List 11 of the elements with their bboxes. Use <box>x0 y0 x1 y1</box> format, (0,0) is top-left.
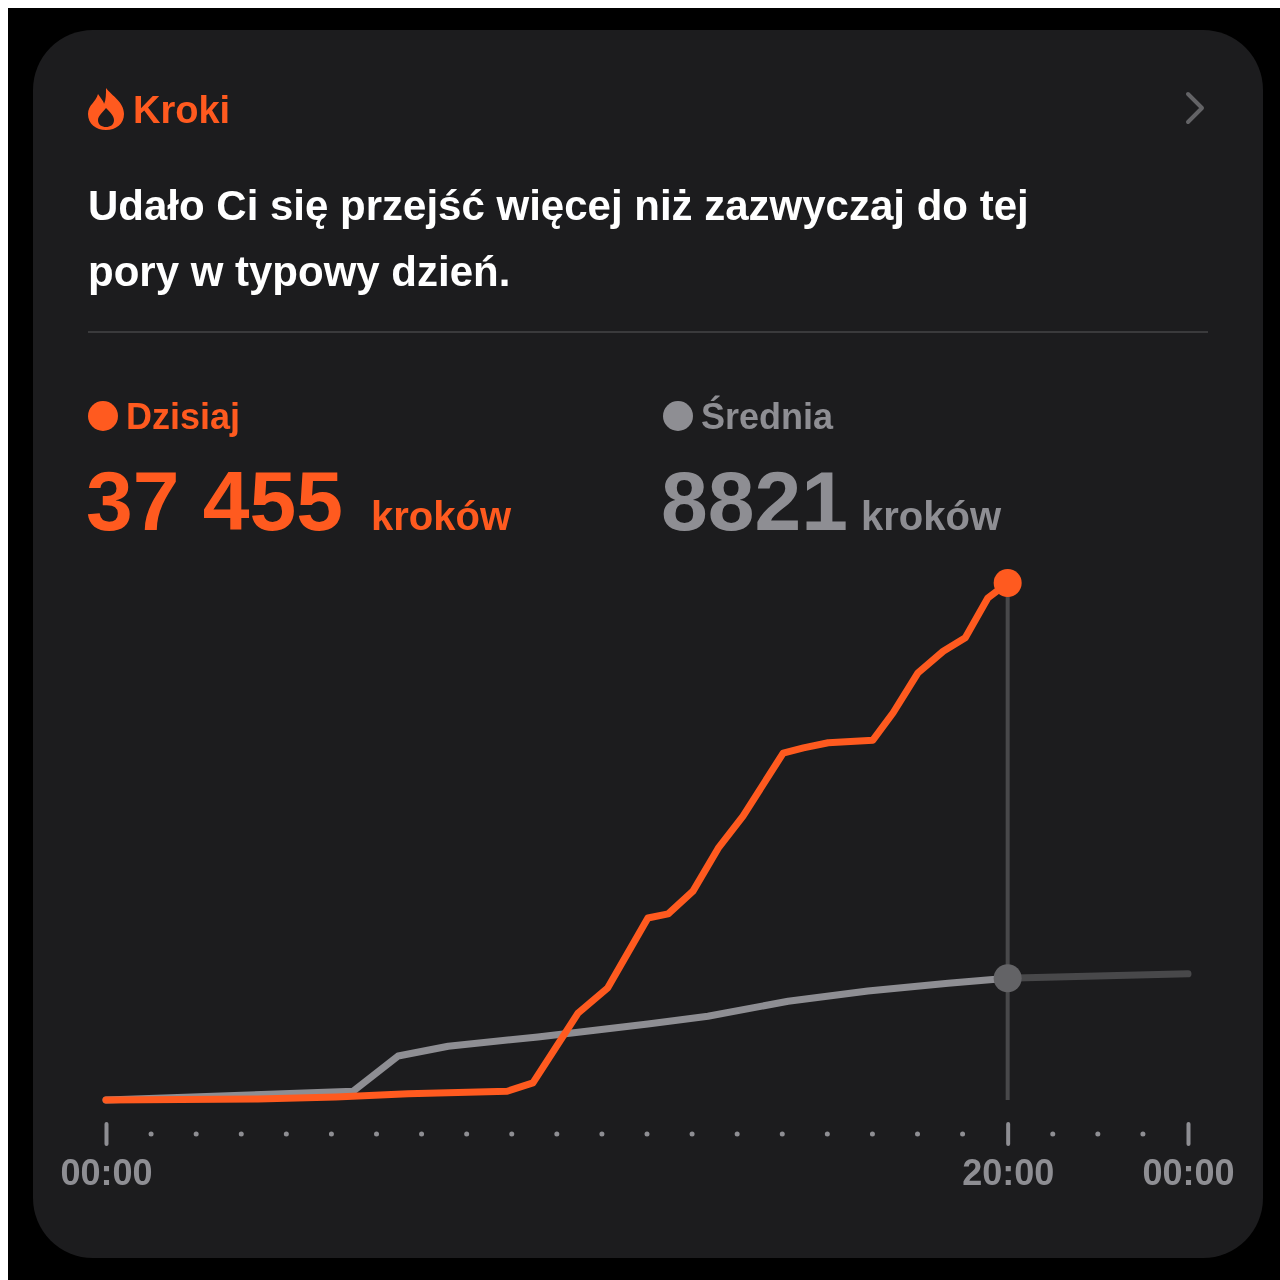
chart-subtitle: Udało Ci się przejść więcej niż zazwyczaj do tej pory w typowy dzień. <box>88 182 1029 295</box>
legend-label: Dzisiaj <box>126 396 241 437</box>
text: kroków <box>861 494 1002 538</box>
x-tick-label: 00:00 <box>60 1152 153 1193</box>
x-tick-label: 00:00 <box>1142 1152 1235 1193</box>
text: kroków <box>371 494 512 538</box>
chart-title: Kroki <box>133 89 231 131</box>
x-tick-label: 20:00 <box>962 1152 1055 1193</box>
text: 8821 <box>661 454 848 548</box>
legend-label: Średnia <box>701 395 835 437</box>
text: 37 455 <box>86 454 343 548</box>
